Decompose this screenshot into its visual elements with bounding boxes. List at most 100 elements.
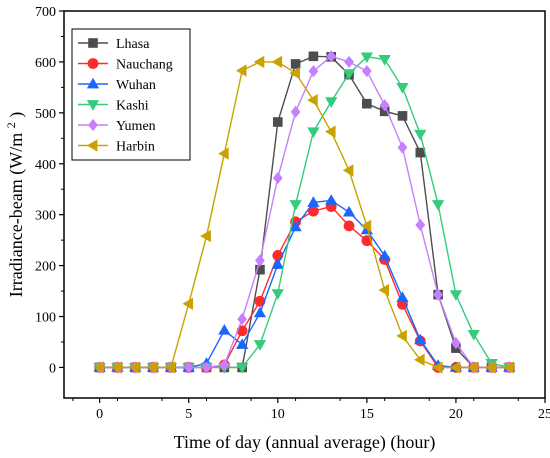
- data-point: [467, 361, 479, 374]
- data-point: [307, 196, 320, 207]
- data-point: [308, 51, 319, 62]
- data-point: [88, 38, 98, 48]
- data-point: [86, 100, 100, 111]
- data-point: [485, 361, 496, 374]
- legend-item-harbin: Harbin: [78, 139, 155, 155]
- data-point: [467, 329, 480, 341]
- legend-item-nauchang: Nauchang: [78, 58, 173, 73]
- data-point: [111, 361, 122, 374]
- x-axis-label: Time of day (annual average) (hour): [174, 432, 436, 453]
- data-point: [182, 297, 194, 310]
- legend-box: [71, 28, 191, 161]
- data-point: [414, 353, 425, 366]
- data-point: [289, 200, 302, 211]
- legend-label: Wuhan: [116, 78, 156, 93]
- data-point: [360, 219, 372, 233]
- y-tick-label: 400: [35, 158, 56, 173]
- series-line: [99, 205, 510, 369]
- x-axis-ticks: 0 5 10 15 20 25: [72, 398, 550, 422]
- data-point: [272, 171, 283, 185]
- data-point: [396, 291, 409, 303]
- y-tick-label: 500: [35, 107, 56, 122]
- data-point: [325, 125, 336, 138]
- data-point: [325, 194, 338, 205]
- data-point: [378, 283, 390, 297]
- legend-label: Nauchang: [116, 58, 173, 73]
- legend-item-kashi: Kashi: [78, 99, 149, 114]
- y-axis-label-close: ): [6, 112, 27, 118]
- data-point: [431, 200, 445, 211]
- y-tick-label: 100: [35, 311, 56, 326]
- data-point: [379, 99, 390, 112]
- legend-item-wuhan: Wuhan: [78, 77, 156, 93]
- data-point: [503, 361, 514, 374]
- data-point: [361, 235, 373, 247]
- data-point: [326, 50, 337, 63]
- data-point: [449, 290, 463, 301]
- x-tick-label: 5: [185, 407, 192, 422]
- data-point: [253, 55, 265, 69]
- x-tick-label: 0: [96, 407, 103, 422]
- legend-item-lhasa: Lhasa: [78, 37, 150, 52]
- data-point: [414, 333, 427, 345]
- data-point: [343, 220, 355, 232]
- x-tick-label: 25: [538, 407, 550, 422]
- data-point: [219, 358, 230, 372]
- data-point: [397, 111, 408, 121]
- data-point: [289, 66, 300, 80]
- data-point: [378, 55, 391, 66]
- data-point: [325, 97, 338, 108]
- y-tick-label: 600: [35, 56, 56, 71]
- data-point: [451, 336, 461, 350]
- data-point: [88, 118, 98, 132]
- data-point: [93, 361, 104, 374]
- legend-label: Kashi: [116, 99, 149, 114]
- data-point: [290, 59, 301, 69]
- data-point: [308, 64, 319, 78]
- data-point: [253, 340, 267, 351]
- x-tick-label: 10: [271, 407, 285, 422]
- y-tick-label: 0: [49, 361, 56, 376]
- series-line: [99, 199, 510, 369]
- data-point: [255, 254, 265, 267]
- data-point: [146, 361, 158, 374]
- data-point: [201, 361, 212, 374]
- y-axis-ticks: 0 100 200 300 400 500 600 700: [35, 5, 64, 376]
- data-point: [271, 55, 283, 69]
- data-point: [362, 98, 372, 109]
- data-point: [200, 229, 211, 243]
- data-point: [271, 289, 284, 300]
- data-point: [253, 306, 267, 318]
- x-tick-label: 15: [360, 407, 374, 422]
- data-point: [86, 77, 100, 89]
- data-point: [236, 338, 249, 349]
- series-harbin: [93, 55, 514, 374]
- data-point: [342, 205, 356, 217]
- data-point: [396, 329, 407, 343]
- data-point: [449, 361, 461, 374]
- data-point: [183, 361, 194, 374]
- data-point: [86, 139, 98, 152]
- data-point: [378, 249, 391, 261]
- legend-label: Harbin: [116, 140, 155, 155]
- data-point: [272, 117, 283, 127]
- legend: Lhasa Nauchang Wuhan Kashi Yumen Harbin: [71, 28, 191, 161]
- data-point: [236, 363, 249, 374]
- series-layer: [93, 50, 516, 374]
- data-point: [290, 105, 301, 118]
- data-point: [431, 361, 443, 374]
- y-tick-label: 200: [35, 260, 56, 275]
- data-point: [344, 55, 354, 69]
- legend-label: Lhasa: [116, 37, 150, 52]
- data-point: [237, 312, 248, 326]
- data-point: [415, 218, 426, 231]
- data-point: [254, 295, 266, 307]
- data-point: [235, 64, 247, 77]
- data-point: [342, 69, 356, 80]
- data-point: [164, 361, 176, 374]
- data-point: [396, 83, 409, 94]
- data-point: [433, 288, 443, 301]
- y-axis-label: Irradiance-beam (W/m 2 ): [0, 112, 27, 297]
- data-point: [289, 220, 302, 232]
- y-tick-label: 700: [35, 5, 56, 20]
